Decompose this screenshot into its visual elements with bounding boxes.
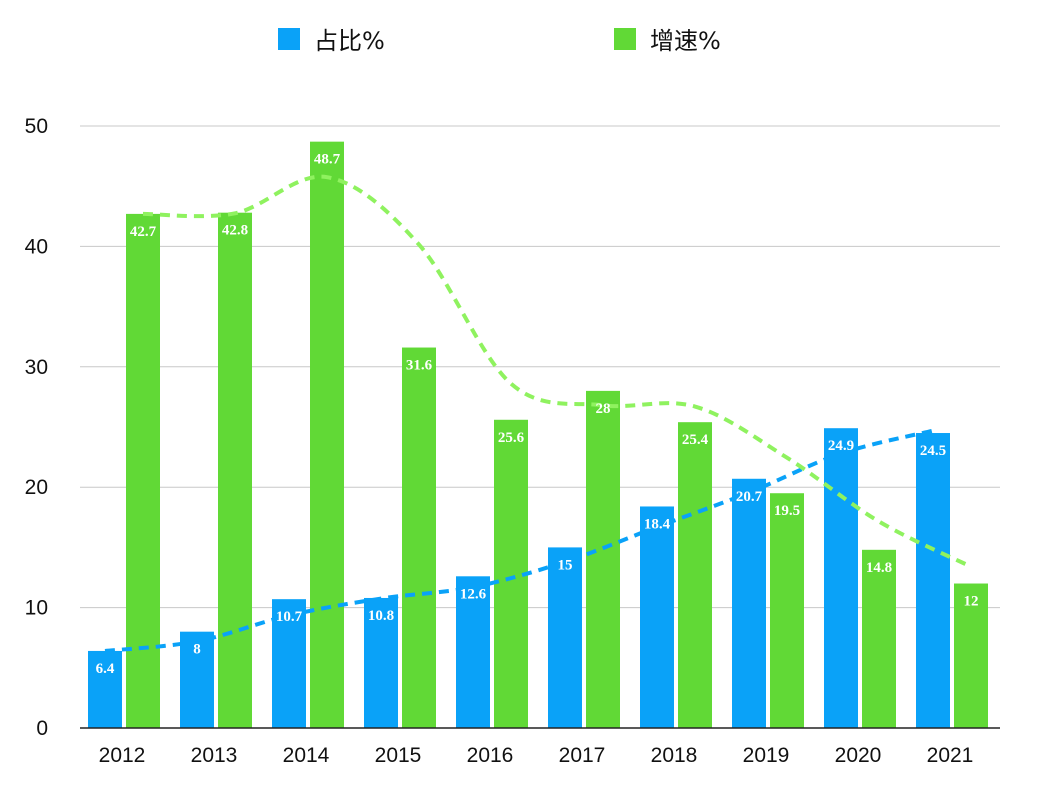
data-label-growth: 42.8 [222, 223, 248, 239]
legend-swatch-growth [614, 28, 636, 50]
bar-share [640, 506, 674, 728]
y-tick-label: 50 [25, 115, 48, 138]
bar-growth [218, 212, 252, 729]
data-label-share: 8 [193, 642, 201, 658]
bar-share [272, 599, 306, 728]
x-tick-label: 2012 [99, 744, 146, 767]
bar-growth [678, 422, 712, 728]
trendline-growth [142, 174, 972, 569]
bar-growth [402, 347, 436, 728]
x-tick-label: 2019 [743, 744, 790, 767]
y-tick-label: 30 [25, 356, 48, 379]
bar-growth [862, 549, 896, 728]
bars [88, 141, 988, 729]
data-label-share: 20.7 [736, 489, 763, 505]
data-label-growth: 25.6 [498, 430, 525, 446]
bar-share [916, 433, 950, 728]
bar-growth [126, 213, 160, 729]
data-label-share: 10.8 [368, 608, 394, 624]
y-tick-label: 0 [36, 717, 48, 740]
legend-swatch-share [278, 28, 300, 50]
data-label-growth: 28 [596, 401, 611, 417]
data-label-growth: 31.6 [406, 358, 433, 374]
data-label-share: 24.9 [828, 438, 854, 454]
data-label-share: 10.7 [276, 609, 303, 625]
data-label-growth: 48.7 [314, 152, 341, 168]
x-tick-label: 2014 [283, 744, 330, 767]
trendline-share [104, 428, 934, 653]
bar-share [456, 576, 490, 728]
y-tick-label: 10 [25, 597, 48, 620]
data-labels: 6.4 42.7 8 42.8 10.7 48.7 10.8 31.6 12.6 25.6 15 28… [96, 152, 979, 677]
data-label-growth: 25.4 [682, 432, 709, 448]
legend: 占比% 增速% [278, 27, 721, 55]
bar-growth [586, 390, 620, 728]
bar-growth [954, 583, 988, 728]
data-label-share: 18.4 [644, 516, 671, 532]
axes: 0 10 20 30 40 50 2012 2013 2014 2015 2016 2017 2018 2… [25, 115, 1000, 767]
bar-growth [770, 493, 804, 728]
y-tick-label: 40 [25, 235, 48, 258]
data-label-growth: 12 [964, 594, 979, 610]
bar-share [180, 631, 214, 728]
x-tick-label: 2018 [651, 744, 698, 767]
legend-label-share: 占比% [314, 27, 385, 55]
legend-label-growth: 增速% [650, 27, 721, 55]
y-tick-label: 20 [25, 476, 48, 499]
bar-share [548, 547, 582, 728]
bar-growth [310, 141, 344, 729]
x-tick-label: 2015 [375, 744, 422, 767]
data-label-share: 6.4 [96, 661, 115, 677]
bar-share [732, 478, 766, 728]
x-tick-label: 2021 [927, 744, 974, 767]
data-label-growth: 42.7 [130, 224, 157, 240]
x-tick-label: 2016 [467, 744, 514, 767]
data-label-share: 24.5 [920, 443, 946, 459]
data-label-growth: 14.8 [866, 560, 892, 576]
data-label-share: 12.6 [460, 586, 487, 602]
bar-share [364, 597, 398, 728]
x-tick-label: 2013 [191, 744, 238, 767]
data-label-growth: 19.5 [774, 503, 800, 519]
bar-share [824, 428, 858, 728]
trendlines [104, 174, 972, 653]
bar-share [88, 650, 122, 728]
x-tick-label: 2020 [835, 744, 882, 767]
data-label-share: 15 [558, 557, 573, 573]
x-tick-label: 2017 [559, 744, 606, 767]
